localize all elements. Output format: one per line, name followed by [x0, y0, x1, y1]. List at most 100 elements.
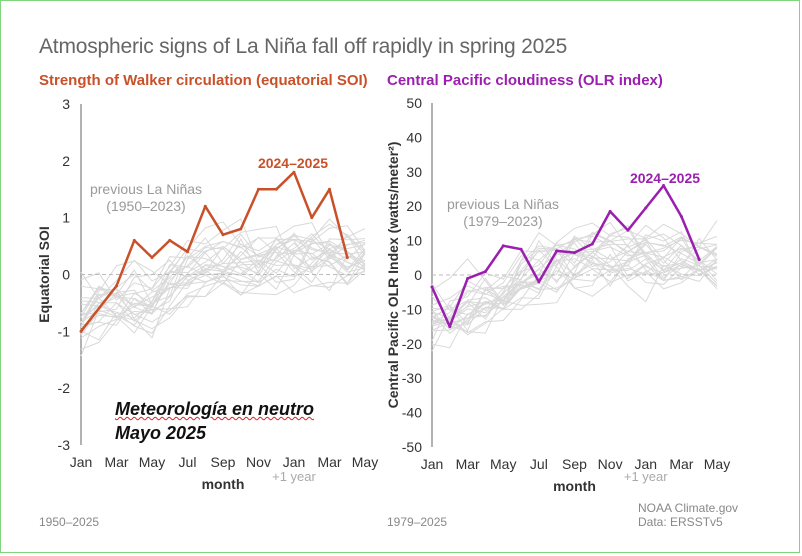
x-tick-label: May [490, 456, 516, 472]
background-la-nina-line [431, 235, 718, 334]
x-tick-label: Mar [456, 456, 480, 472]
y-axis-label: Equatorial SOI [36, 226, 52, 322]
highlight-data-point [328, 187, 331, 191]
y-tick-label: -3 [58, 437, 71, 453]
highlight-data-point [186, 250, 189, 254]
y-tick-label: -40 [402, 405, 422, 421]
highlight-data-point [608, 209, 612, 213]
highlight-data-point [79, 329, 83, 333]
x-tick-label: Nov [598, 456, 623, 472]
highlight-data-point [239, 227, 243, 231]
x-tick-label: May [352, 454, 378, 470]
background-la-nina-line [80, 251, 366, 328]
right-footer-years: 1979–2025 [387, 515, 448, 529]
y-tick-label: -50 [402, 439, 422, 455]
highlight-data-point [644, 206, 648, 210]
y-tick-label: 1 [62, 210, 70, 226]
y-tick-label: -1 [58, 323, 71, 339]
x-axis-year-note: +1 year [624, 469, 668, 484]
y-tick-label: -20 [402, 336, 422, 352]
credit-data: Data: ERSSTv5 [638, 515, 723, 529]
x-tick-label: Sep [562, 456, 587, 472]
previous-la-ninas-label: previous La Niñas [447, 196, 559, 212]
x-axis-label: month [553, 478, 596, 494]
highlight-data-point [662, 184, 666, 188]
highlight-data-point [168, 238, 172, 242]
background-la-nina-line [80, 232, 366, 299]
y-tick-label: 0 [414, 267, 422, 283]
highlight-data-point [501, 244, 505, 248]
highlight-data-point [203, 204, 207, 208]
background-la-nina-line [80, 271, 366, 339]
left-footer-years: 1950–2025 [39, 515, 100, 529]
x-tick-label: Jul [179, 454, 197, 470]
x-tick-label: Sep [211, 454, 236, 470]
highlight-data-point [537, 280, 541, 284]
background-la-nina-line [431, 227, 718, 324]
x-tick-label: Mar [669, 456, 693, 472]
background-la-nina-line [431, 231, 718, 349]
highlight-data-point [626, 228, 630, 232]
background-la-nina-line [80, 221, 366, 335]
x-tick-label: Mar [104, 454, 128, 470]
highlight-data-point [430, 285, 434, 289]
highlight-data-point [345, 255, 349, 259]
y-tick-label: 10 [406, 233, 422, 249]
x-axis-year-note: +1 year [272, 469, 316, 484]
x-tick-label: Mar [317, 454, 341, 470]
x-tick-label: Jan [634, 456, 657, 472]
y-tick-label: -2 [58, 380, 71, 396]
highlight-data-point [555, 249, 559, 253]
background-la-nina-line [431, 222, 718, 319]
highlight-data-point [221, 233, 225, 237]
x-tick-label: Jan [421, 456, 444, 472]
y-tick-label: 3 [62, 96, 70, 112]
previous-la-ninas-years: (1950–2023) [106, 198, 185, 214]
y-axis-label: Central Pacific OLR Index (watts/meter²) [385, 142, 401, 409]
background-la-nina-line [431, 235, 718, 331]
highlight-data-point [310, 216, 314, 220]
highlight-data-point [590, 242, 594, 246]
background-la-nina-line [431, 231, 718, 319]
background-la-nina-line [80, 254, 366, 318]
background-la-nina-line [431, 236, 718, 331]
x-tick-label: May [704, 456, 730, 472]
highlight-series-label: 2024–2025 [630, 170, 700, 186]
highlight-data-point [697, 258, 701, 262]
highlight-data-point [448, 325, 452, 329]
credit-source: NOAA Climate.gov [638, 501, 739, 515]
highlight-data-point [132, 238, 136, 242]
figure-title: Atmospheric signs of La Niña fall off ra… [39, 35, 568, 58]
y-tick-label: 50 [406, 95, 422, 111]
x-axis-label: month [202, 476, 245, 492]
highlight-data-point [274, 187, 278, 191]
highlight-data-point [466, 276, 470, 280]
y-tick-label: -10 [402, 301, 422, 317]
x-tick-label: Jan [70, 454, 93, 470]
background-la-nina-line [431, 221, 718, 332]
background-la-nina-line [80, 223, 366, 317]
highlight-series-label: 2024–2025 [258, 155, 328, 171]
y-tick-label: 40 [406, 129, 422, 145]
x-tick-label: Jan [283, 454, 306, 470]
y-tick-label: 20 [406, 198, 422, 214]
y-tick-label: 30 [406, 164, 422, 180]
x-tick-label: Jul [530, 456, 548, 472]
right-chart-title: Central Pacific cloudiness (OLR index) [387, 72, 663, 89]
background-la-nina-line [80, 225, 366, 304]
highlight-data-point [519, 247, 523, 251]
background-la-nina-line [431, 247, 718, 332]
y-tick-label: -30 [402, 370, 422, 386]
x-tick-label: May [139, 454, 165, 470]
y-tick-label: 0 [62, 267, 70, 283]
background-la-nina-line [431, 249, 718, 311]
highlight-data-point [483, 270, 487, 274]
highlight-data-point [679, 215, 683, 219]
highlight-data-point [150, 255, 154, 259]
x-tick-label: Nov [246, 454, 271, 470]
background-la-nina-line [80, 237, 366, 341]
overlay-line-1: Meteorología en neutro [115, 399, 315, 419]
background-la-nina-line [80, 233, 366, 357]
background-la-nina-line [431, 223, 718, 306]
